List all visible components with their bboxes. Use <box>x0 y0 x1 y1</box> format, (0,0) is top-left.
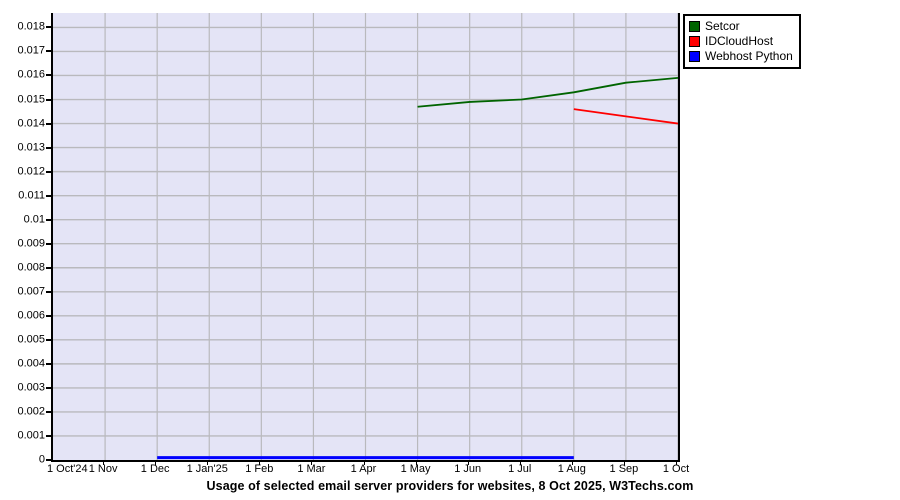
y-tick-label: 0.015 <box>17 93 45 106</box>
x-tick-mark <box>207 460 209 465</box>
x-tick-label: 1 Nov <box>88 463 118 475</box>
y-tick-mark <box>46 459 53 461</box>
legend-item-label: IDCloudHost <box>705 34 774 48</box>
series-lines <box>157 76 678 460</box>
x-tick-label: 1 Jan'25 <box>186 463 228 475</box>
y-tick-mark <box>46 290 53 293</box>
x-tick-label: 1 Oct <box>662 463 690 475</box>
y-tick-mark <box>46 266 53 269</box>
y-tick-mark <box>46 242 53 245</box>
y-tick-mark <box>46 386 53 389</box>
x-tick-mark <box>259 460 261 465</box>
x-tick-mark <box>155 460 157 465</box>
y-tick-label: 0.01 <box>23 213 45 226</box>
y-tick-mark <box>46 98 53 101</box>
x-tick-mark <box>467 460 469 465</box>
y-tick-label: 0.011 <box>18 189 45 202</box>
y-tick-label: 0.018 <box>17 20 45 33</box>
legend-item[interactable]: IDCloudHost <box>689 34 793 49</box>
x-tick-label: 1 Jun <box>454 463 482 475</box>
y-tick-label: 0.003 <box>17 381 45 394</box>
y-tick-label: 0.014 <box>17 117 45 130</box>
y-tick-label: 0 <box>38 453 45 466</box>
y-tick-mark <box>46 26 53 29</box>
x-tick-mark <box>363 460 365 465</box>
y-tick-mark <box>46 362 53 365</box>
x-tick-label: 1 Aug <box>557 463 586 475</box>
y-tick-label: 0.002 <box>17 405 45 418</box>
y-tick-mark <box>46 146 53 149</box>
x-tick-label: 1 Jul <box>508 463 532 475</box>
plot-area <box>51 13 680 462</box>
y-tick-mark <box>46 314 53 317</box>
legend-color-swatch-icon <box>689 51 700 62</box>
y-axis: 0 0.001 0.002 0.003 0.004 0.005 0.006 0.007 0.00… <box>0 0 53 470</box>
x-tick-mark <box>311 460 313 465</box>
y-tick-label: 0.006 <box>17 309 45 322</box>
x-tick-mark <box>623 460 625 465</box>
y-tick-mark <box>46 434 53 437</box>
y-tick-label: 0.009 <box>17 237 45 250</box>
x-tick-mark <box>676 460 677 465</box>
legend-color-swatch-icon <box>689 21 700 32</box>
legend: Setcor IDCloudHost Webhost Python <box>683 14 801 69</box>
y-tick-mark <box>46 338 53 341</box>
y-tick-label: 0.016 <box>17 68 45 81</box>
y-tick-mark <box>46 122 53 125</box>
legend-item-label: Webhost Python <box>705 49 793 63</box>
legend-item[interactable]: Setcor <box>689 19 793 34</box>
x-tick-mark <box>415 460 417 465</box>
chart-caption: Usage of selected email server providers… <box>206 479 694 493</box>
x-tick-mark <box>571 460 573 465</box>
y-tick-mark <box>46 218 53 221</box>
y-tick-mark <box>46 170 53 173</box>
y-tick-label: 0.012 <box>17 165 45 178</box>
x-tick-label: 1 Apr <box>350 463 377 475</box>
y-tick-mark <box>46 74 53 77</box>
y-tick-label: 0.004 <box>17 357 45 370</box>
x-tick-label: 1 Sep <box>609 463 639 475</box>
y-tick-mark <box>46 50 53 53</box>
legend-item-label: Setcor <box>705 19 740 33</box>
y-tick-label: 0.005 <box>17 333 45 346</box>
legend-color-swatch-icon <box>689 36 700 47</box>
x-tick-mark <box>103 460 105 465</box>
y-tick-label: 0.007 <box>17 285 45 298</box>
gridlines <box>53 13 678 460</box>
legend-item[interactable]: Webhost Python <box>689 49 793 64</box>
y-tick-label: 0.001 <box>17 429 45 442</box>
y-tick-label: 0.008 <box>17 261 45 274</box>
x-tick-label: 1 Feb <box>245 463 274 475</box>
y-tick-mark <box>46 194 53 197</box>
y-tick-mark <box>46 410 53 413</box>
y-tick-label: 0.013 <box>17 141 45 154</box>
x-tick-mark <box>519 460 521 465</box>
x-tick-label: 1 May <box>400 463 431 475</box>
x-tick-label: 1 Mar <box>297 463 326 475</box>
x-tick-label: 1 Oct'24 <box>47 463 88 475</box>
x-tick-label: 1 Dec <box>140 463 170 475</box>
y-tick-label: 0.017 <box>17 44 45 57</box>
